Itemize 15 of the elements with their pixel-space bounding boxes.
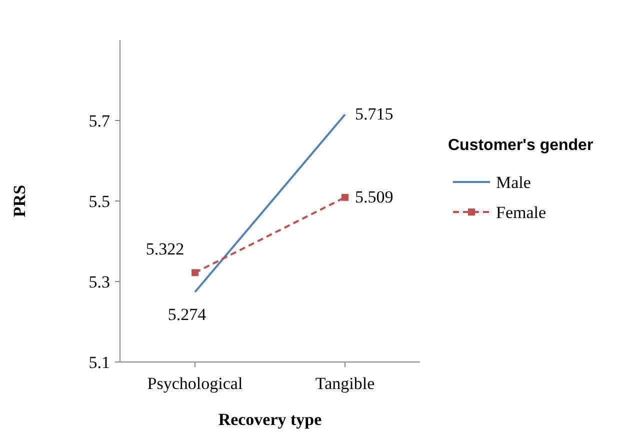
legend-label: Male: [496, 172, 531, 192]
legend-title: Customer's gender: [448, 137, 594, 154]
y-tick-label: 5.5: [88, 192, 110, 211]
legend-label: Female: [496, 202, 546, 222]
x-tick-label: Tangible: [315, 374, 375, 393]
y-axis-title: PRS: [10, 184, 29, 218]
data-label: 5.274: [168, 304, 207, 324]
x-tick-label: Psychological: [147, 374, 243, 393]
data-label: 5.322: [146, 240, 184, 259]
y-tick-label: 5.3: [88, 272, 110, 292]
y-tick-label: 5.7: [88, 111, 110, 130]
x-axis-title: Recovery type: [218, 410, 322, 429]
data-label: 5.715: [355, 104, 394, 124]
y-tick-label: 5.1: [88, 352, 110, 372]
data-label: 5.509: [355, 187, 394, 206]
